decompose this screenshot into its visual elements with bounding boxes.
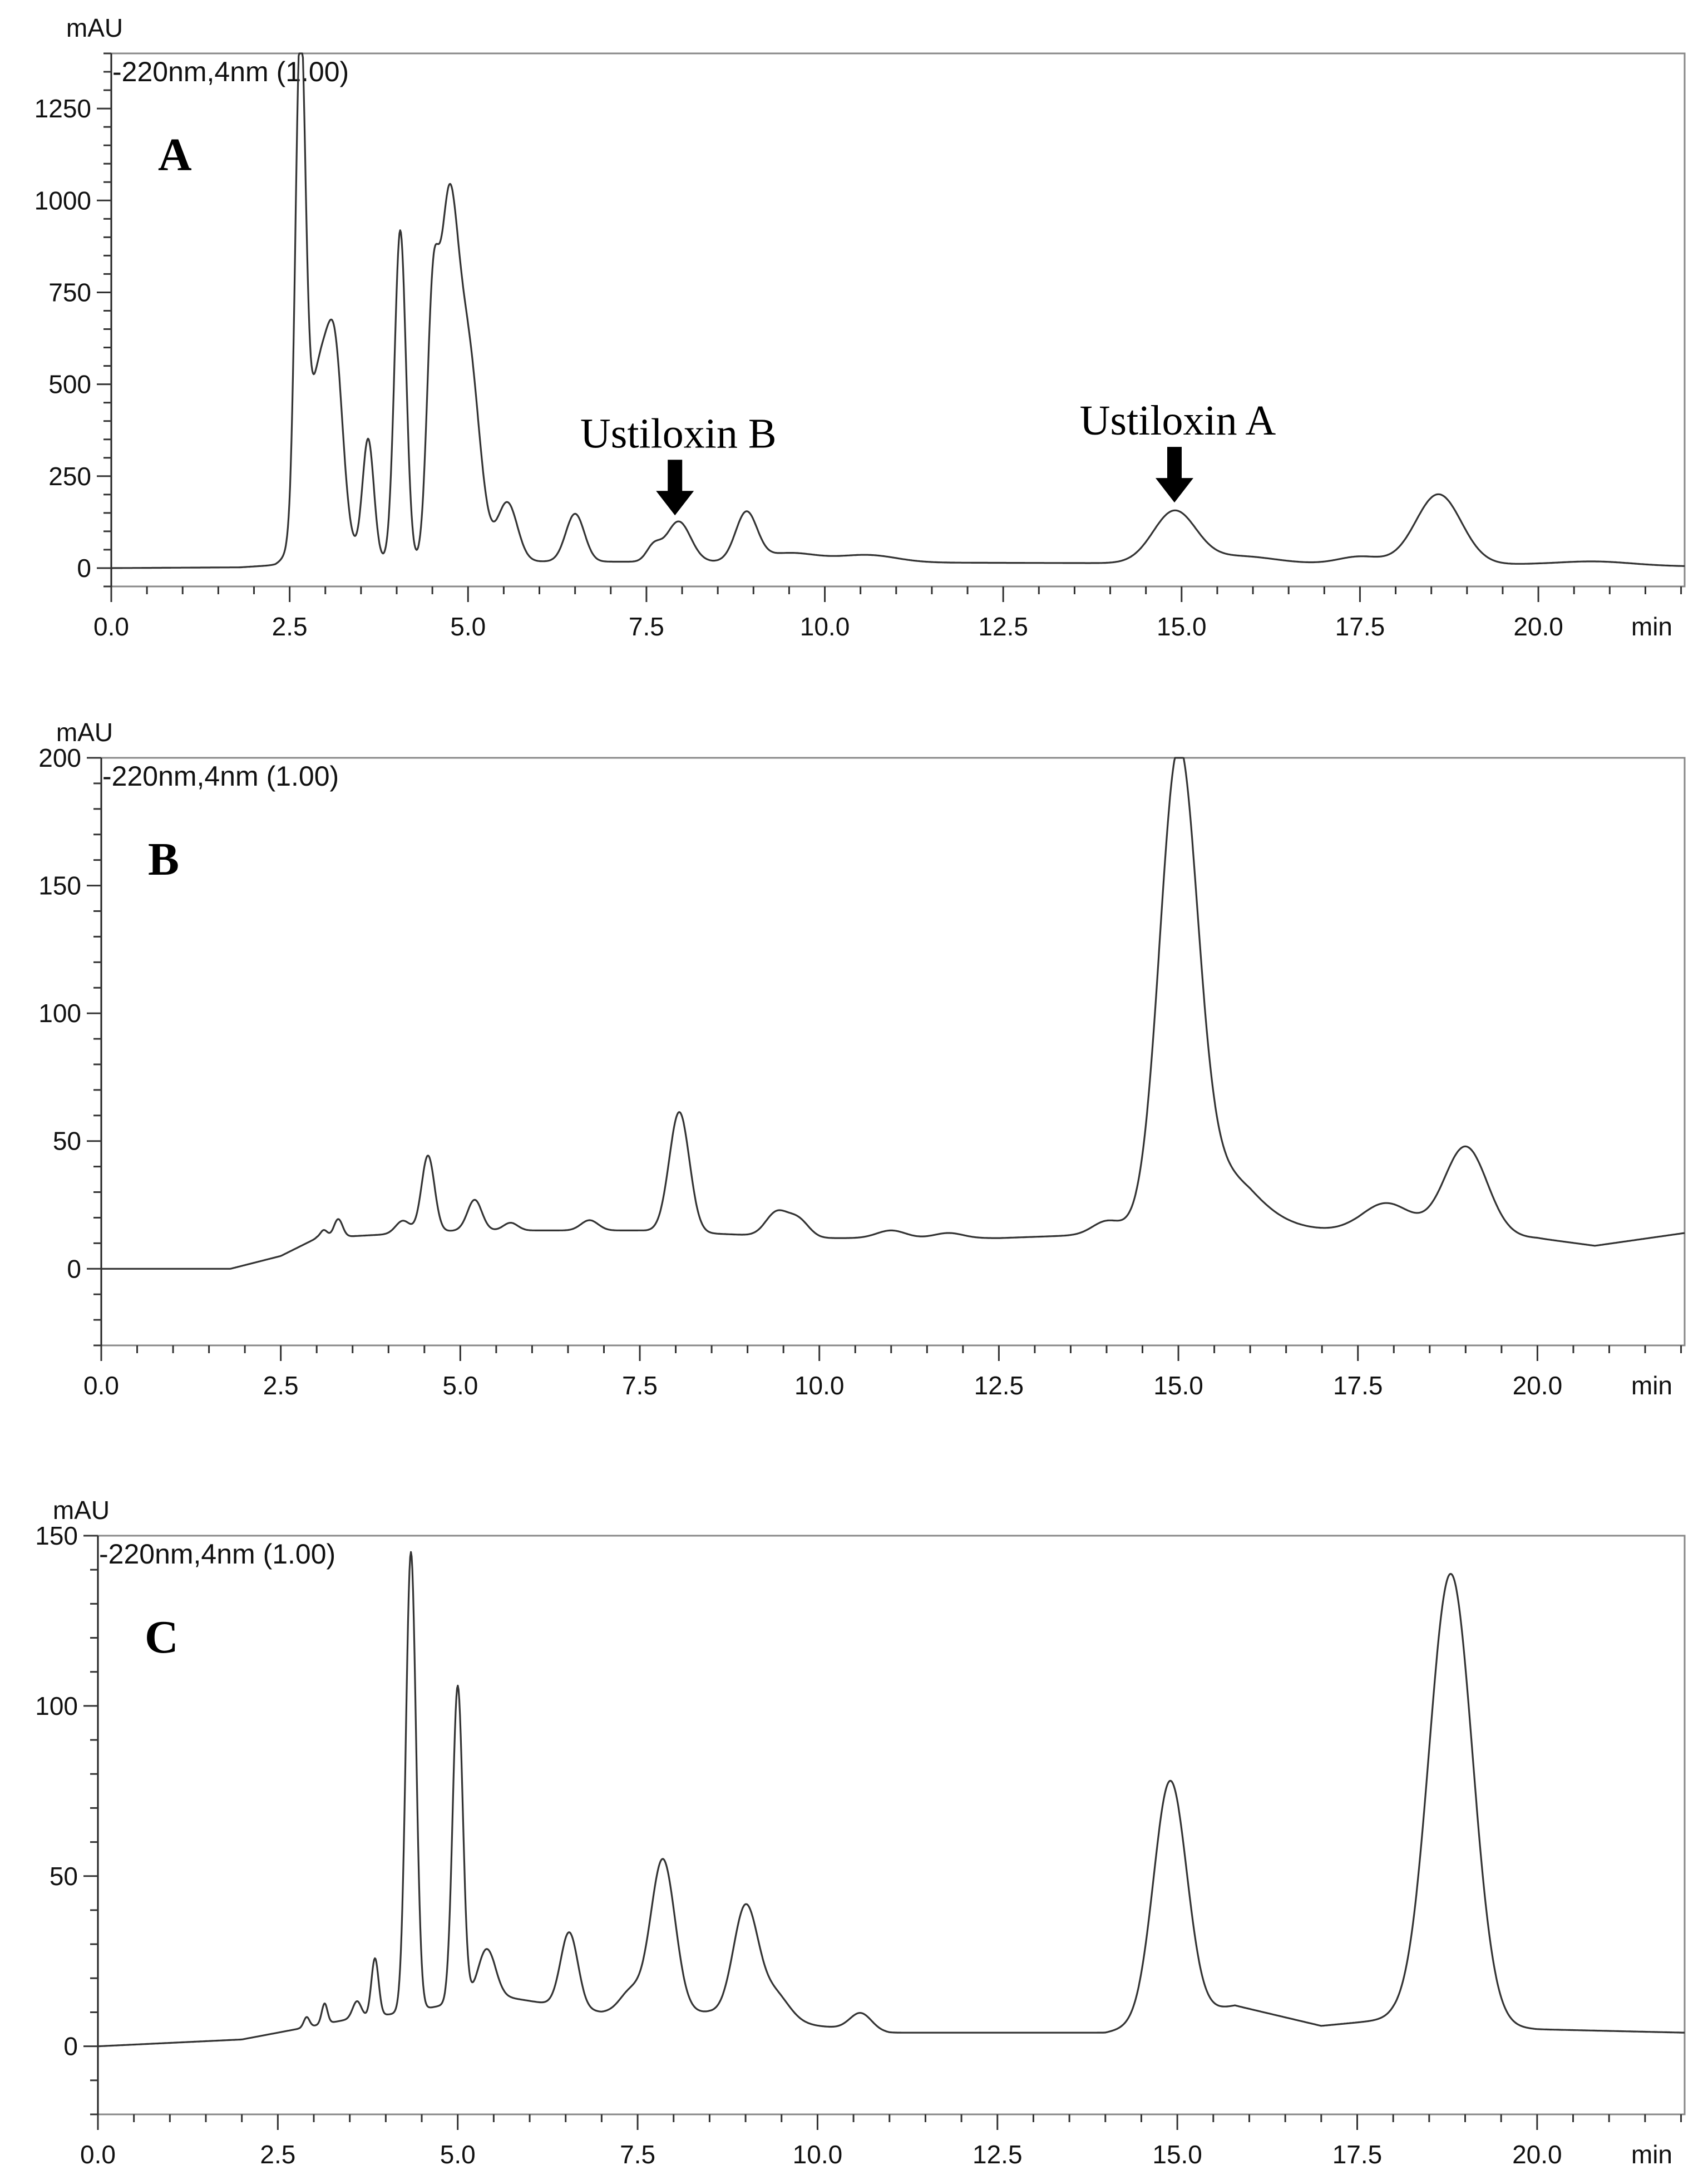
y-tick-label: 150 bbox=[38, 871, 81, 900]
x-tick-label: 0.0 bbox=[83, 1371, 119, 1400]
y-unit-label: mAU bbox=[56, 718, 113, 747]
chromatogram-trace bbox=[111, 52, 1685, 569]
arrow-shaft bbox=[668, 460, 683, 495]
x-unit-label: min bbox=[1631, 2140, 1672, 2165]
arrow-shaft bbox=[1167, 447, 1182, 482]
y-unit-label: mAU bbox=[66, 13, 123, 42]
x-tick-label: 5.0 bbox=[442, 1371, 478, 1400]
channel-label: -220nm,4nm (1.00) bbox=[112, 56, 349, 87]
panel-label: C bbox=[145, 1611, 179, 1663]
peak-annotation: Ustiloxin A bbox=[1080, 397, 1276, 503]
chromatogram-trace bbox=[101, 757, 1685, 1270]
y-tick-label: 100 bbox=[38, 999, 81, 1028]
x-tick-label: 15.0 bbox=[1153, 1371, 1203, 1400]
chart-panel-a: 0.0 2.5 5.0 7.5 10.0 12.5 15.0 17.5 20.0 min 0 250 5… bbox=[34, 13, 1686, 641]
x-tick-label: 2.5 bbox=[272, 612, 308, 641]
y-tick-label: 150 bbox=[35, 1521, 78, 1550]
arrow-head bbox=[656, 491, 694, 516]
y-tick-label: 1250 bbox=[34, 94, 91, 123]
peak-annotation: Ustiloxin B bbox=[580, 410, 777, 516]
annotation-label: Ustiloxin B bbox=[580, 410, 777, 457]
y-tick-label: 200 bbox=[38, 743, 81, 772]
panel-label: A bbox=[158, 129, 192, 181]
x-tick-label: 5.0 bbox=[440, 2140, 476, 2165]
x-tick-label: 10.0 bbox=[800, 612, 850, 641]
x-tick-label: 20.0 bbox=[1512, 2140, 1562, 2165]
y-tick-label: 0 bbox=[77, 554, 91, 583]
x-tick-label: 7.5 bbox=[620, 2140, 655, 2165]
y-tick-label: 1000 bbox=[34, 186, 91, 215]
channel-label: -220nm,4nm (1.00) bbox=[102, 761, 339, 792]
plot-frame bbox=[110, 52, 1686, 588]
x-tick-label: 17.5 bbox=[1333, 1371, 1383, 1400]
y-tick-label: 750 bbox=[48, 278, 91, 307]
y-tick-label: 500 bbox=[48, 370, 91, 399]
x-tick-label: 2.5 bbox=[260, 2140, 295, 2165]
y-unit-label: mAU bbox=[53, 1496, 110, 1525]
x-tick-label: 2.5 bbox=[263, 1371, 299, 1400]
x-tick-label: 10.0 bbox=[794, 1371, 845, 1400]
x-tick-label: 0.0 bbox=[80, 2140, 116, 2165]
x-tick-label: 17.5 bbox=[1335, 612, 1385, 641]
x-tick-label: 12.5 bbox=[973, 2140, 1023, 2165]
x-tick-label: 20.0 bbox=[1513, 1371, 1563, 1400]
plot-frame bbox=[100, 757, 1686, 1347]
x-unit-label: min bbox=[1631, 1371, 1672, 1400]
x-tick-label: 15.0 bbox=[1152, 2140, 1202, 2165]
plot-frame bbox=[97, 1535, 1686, 2115]
y-tick-label: 100 bbox=[35, 1691, 78, 1720]
chart-panel-c: 0.0 2.5 5.0 7.5 10.0 12.5 15.0 17.5 20.0 min 0 50 10… bbox=[35, 1496, 1686, 2165]
arrow-head bbox=[1155, 478, 1193, 503]
channel-label: -220nm,4nm (1.00) bbox=[99, 1538, 335, 1570]
x-tick-label: 17.5 bbox=[1332, 2140, 1383, 2165]
annotation-label: Ustiloxin A bbox=[1080, 397, 1276, 444]
x-tick-label: 10.0 bbox=[793, 2140, 843, 2165]
y-tick-label: 0 bbox=[67, 1254, 81, 1283]
x-tick-label: 7.5 bbox=[622, 1371, 658, 1400]
panel-label: B bbox=[148, 834, 179, 885]
x-tick-label: 15.0 bbox=[1157, 612, 1207, 641]
x-tick-label: 20.0 bbox=[1513, 612, 1563, 641]
x-tick-label: 12.5 bbox=[974, 1371, 1024, 1400]
x-tick-label: 0.0 bbox=[93, 612, 129, 641]
y-tick-label: 50 bbox=[50, 1862, 78, 1891]
x-tick-label: 7.5 bbox=[629, 612, 664, 641]
x-unit-label: min bbox=[1631, 612, 1672, 641]
x-tick-label: 12.5 bbox=[978, 612, 1028, 641]
x-tick-label: 5.0 bbox=[450, 612, 486, 641]
y-tick-label: 0 bbox=[63, 2032, 78, 2061]
chromatogram-trace bbox=[97, 1551, 1685, 2048]
chromatogram-panels: 0.0 2.5 5.0 7.5 10.0 12.5 15.0 17.5 20.0 min 0 250 5… bbox=[34, 13, 1686, 2165]
y-tick-label: 250 bbox=[48, 462, 91, 491]
chart-panel-b: 0.0 2.5 5.0 7.5 10.0 12.5 15.0 17.5 20.0 min 0 50 10… bbox=[38, 718, 1686, 1400]
y-tick-label: 50 bbox=[53, 1127, 81, 1156]
